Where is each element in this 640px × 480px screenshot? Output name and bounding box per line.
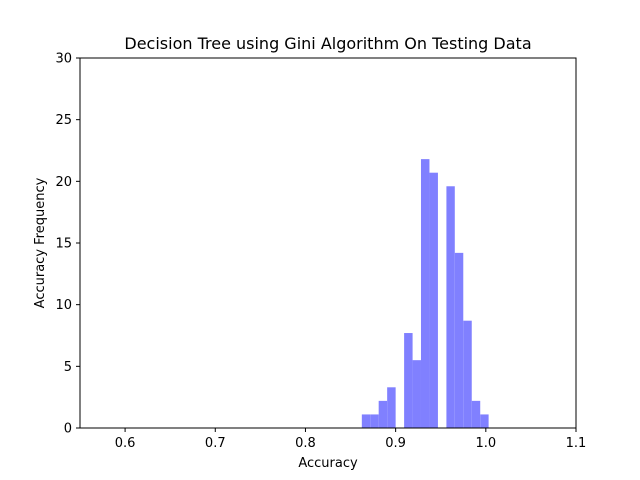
y-tick-label: 25 bbox=[55, 113, 72, 128]
histogram-bar-5 bbox=[404, 333, 413, 428]
y-tick-label: 30 bbox=[55, 52, 72, 67]
histogram-bar-14 bbox=[480, 414, 489, 428]
x-tick-label: 1.0 bbox=[475, 436, 496, 451]
x-axis-ticks: 0.6 0.7 0.8 0.9 1.0 1.1 bbox=[115, 428, 587, 451]
y-tick-label: 20 bbox=[55, 175, 72, 190]
y-tick-label: 10 bbox=[55, 298, 72, 313]
histogram-bar-11 bbox=[454, 252, 464, 428]
x-tick-label: 1.1 bbox=[566, 436, 587, 451]
histogram-bar-3 bbox=[387, 387, 396, 428]
y-axis-ticks: 0 5 10 15 20 25 30 bbox=[55, 52, 80, 437]
histogram-bar-7 bbox=[420, 159, 430, 428]
x-tick-label: 0.7 bbox=[205, 436, 226, 451]
histogram-bar-8 bbox=[429, 172, 438, 428]
histogram-bar-1 bbox=[370, 414, 379, 428]
y-axis-label: Accuracy Frequency bbox=[33, 177, 48, 308]
histogram-bar-10 bbox=[446, 186, 455, 428]
x-tick-label: 0.8 bbox=[295, 436, 316, 451]
histogram-bar-6 bbox=[412, 360, 421, 428]
y-tick-label: 5 bbox=[64, 360, 72, 375]
histogram-bar-12 bbox=[463, 320, 472, 428]
y-tick-label: 0 bbox=[64, 422, 72, 437]
y-tick-label: 15 bbox=[55, 237, 72, 252]
x-tick-label: 0.9 bbox=[385, 436, 406, 451]
bars-group bbox=[361, 159, 489, 428]
plot-frame bbox=[79, 57, 577, 429]
chart-title: Decision Tree using Gini Algorithm On Te… bbox=[124, 34, 531, 53]
histogram-bar-0 bbox=[361, 414, 371, 428]
x-tick-label: 0.6 bbox=[115, 436, 136, 451]
x-axis-label: Accuracy bbox=[298, 456, 358, 471]
histogram-bar-13 bbox=[471, 400, 481, 428]
histogram-bar-2 bbox=[378, 400, 388, 428]
